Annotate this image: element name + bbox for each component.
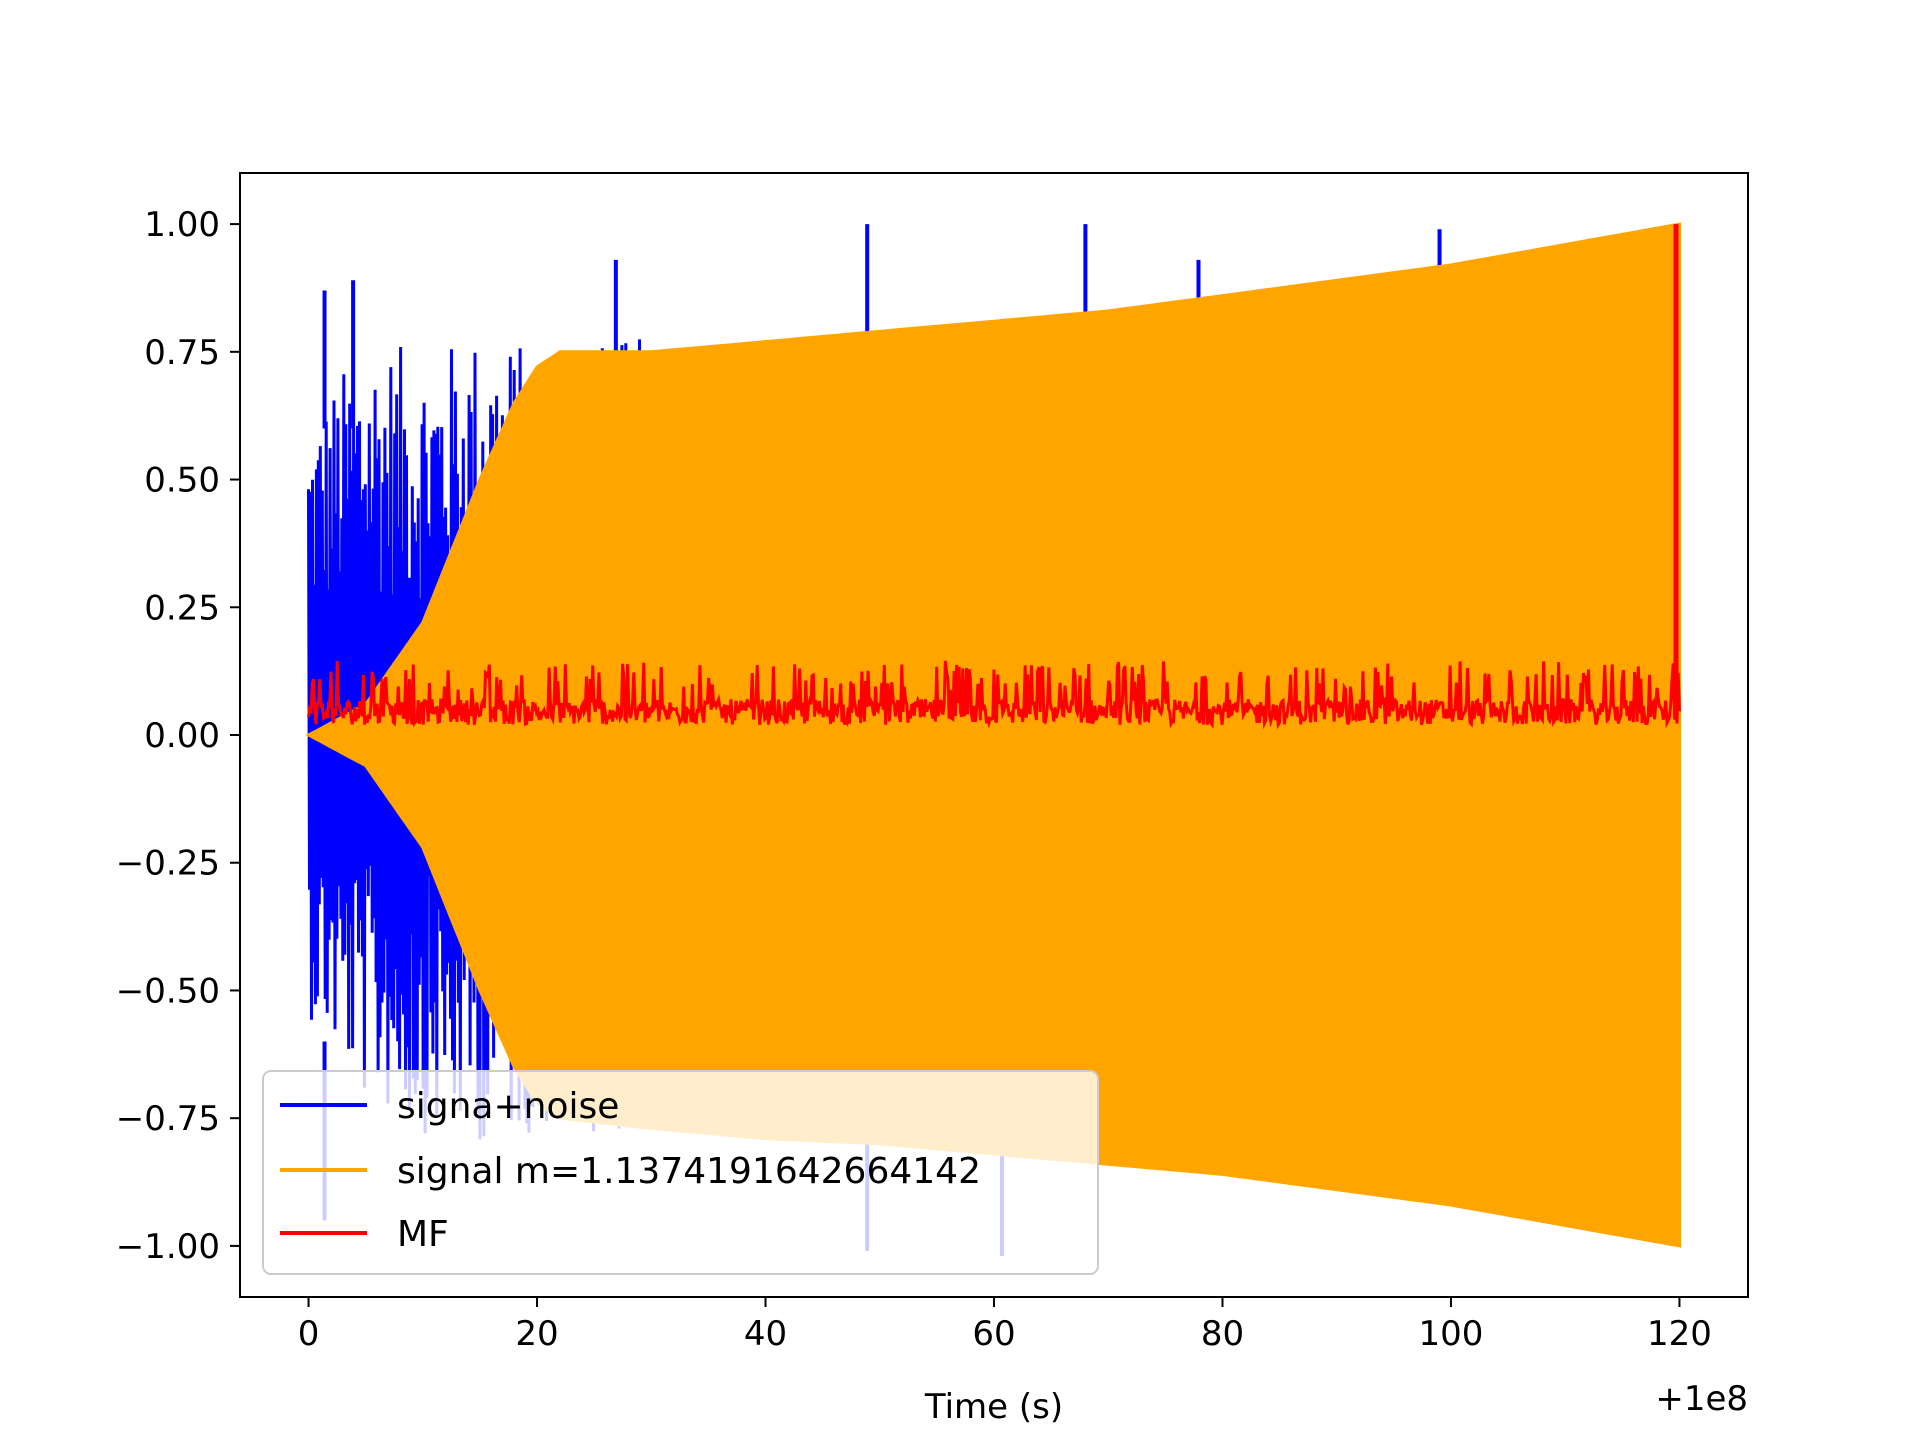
x-axis-label: Time (s) xyxy=(924,1387,1063,1427)
legend-label-mf: MF xyxy=(397,1214,449,1255)
legend-label-signal: signal m=1.1374191642664142 xyxy=(397,1151,981,1192)
y-tick-label: −0.75 xyxy=(116,1099,220,1139)
x-tick-label: 40 xyxy=(744,1314,787,1354)
y-ticks: 1.00 0.75 0.50 0.25 0.00 −0.25 −0.50 −0.75 −1.00 xyxy=(116,205,240,1267)
y-tick-label: 0.00 xyxy=(144,716,220,756)
y-tick-label: 1.00 xyxy=(144,205,220,245)
legend-label-signa-noise: signa+noise xyxy=(397,1086,619,1127)
x-offset-label: +1e8 xyxy=(1655,1379,1748,1419)
x-tick-label: 100 xyxy=(1419,1314,1484,1354)
series-mf-line xyxy=(307,660,1681,730)
y-tick-label: 0.75 xyxy=(144,333,220,373)
x-tick-label: 20 xyxy=(515,1314,558,1354)
legend-box xyxy=(262,1070,1099,1275)
x-tick-label: 120 xyxy=(1647,1314,1712,1354)
y-tick-label: 0.25 xyxy=(144,588,220,628)
y-tick-label: −0.25 xyxy=(116,844,220,884)
axes-layer: 0 20 40 60 80 100 120 1.00 0.75 0.50 0.25 0.00 −0.2… xyxy=(116,172,1749,1427)
x-ticks: 0 20 40 60 80 100 120 xyxy=(298,1297,1712,1354)
x-tick-label: 80 xyxy=(1201,1314,1244,1354)
y-tick-label: −1.00 xyxy=(116,1227,220,1267)
legend: signa+noise signal m=1.1374191642664142 … xyxy=(262,1070,1099,1275)
y-tick-label: −0.50 xyxy=(116,971,220,1011)
x-tick-label: 0 xyxy=(298,1314,320,1354)
x-tick-label: 60 xyxy=(972,1314,1015,1354)
y-tick-label: 0.50 xyxy=(144,461,220,501)
